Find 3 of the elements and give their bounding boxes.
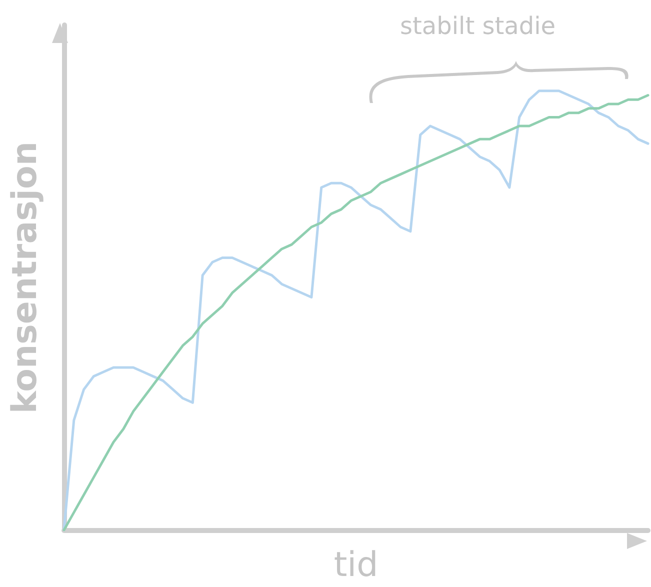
text: stabilt stadie [400, 12, 556, 40]
y-axis-title: konsentrasjon [5, 141, 45, 414]
x-axis-title: tid [334, 545, 378, 585]
